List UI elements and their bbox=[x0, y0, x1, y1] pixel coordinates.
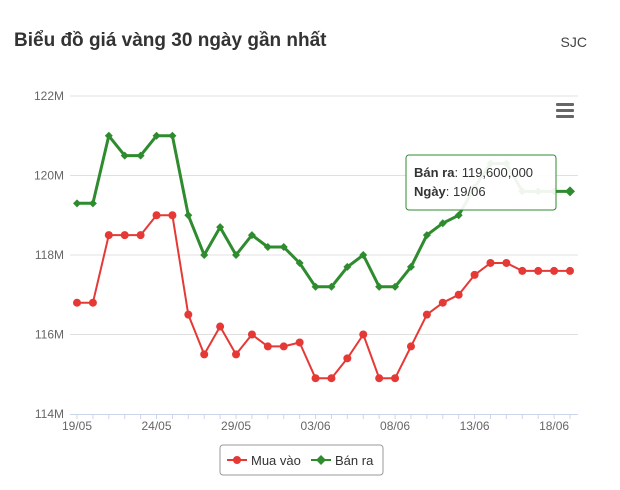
data-point-buy[interactable] bbox=[422, 310, 431, 319]
tooltip-series-value: 119,600,000 bbox=[462, 165, 533, 180]
data-point-sell[interactable] bbox=[359, 251, 368, 259]
tooltip: Bán ra: 119,600,000 Ngày: 19/06 bbox=[405, 154, 557, 211]
y-tick-label: 122M bbox=[34, 89, 64, 103]
x-tick-label: 24/05 bbox=[142, 419, 172, 433]
x-tick-label: 18/06 bbox=[539, 419, 569, 433]
data-point-buy[interactable] bbox=[343, 354, 352, 363]
data-point-buy[interactable] bbox=[73, 298, 81, 307]
y-tick-label: 114M bbox=[35, 407, 64, 421]
data-point-buy[interactable] bbox=[184, 310, 193, 319]
tooltip-sep-2: : bbox=[446, 184, 453, 199]
data-point-sell[interactable] bbox=[279, 243, 288, 252]
x-axis: 19/05 24/05 29/05 03/06 08/06 13/06 18/06 bbox=[62, 414, 578, 433]
legend-item-buy[interactable]: Mua vào bbox=[227, 453, 301, 468]
tooltip-box bbox=[405, 154, 557, 211]
data-point-buy[interactable] bbox=[247, 330, 256, 339]
legend-item-sell[interactable]: Bán ra bbox=[311, 453, 374, 468]
data-point-sell[interactable] bbox=[406, 262, 415, 271]
data-point-sell[interactable] bbox=[343, 262, 352, 271]
brand-label: SJC bbox=[560, 34, 587, 50]
data-point-buy[interactable] bbox=[279, 342, 288, 351]
y-tick-label: 118M bbox=[35, 248, 64, 262]
data-point-sell[interactable] bbox=[184, 211, 193, 220]
data-point-buy[interactable] bbox=[438, 298, 447, 307]
legend-sell-marker bbox=[316, 455, 326, 465]
data-point-buy[interactable] bbox=[454, 290, 463, 299]
data-point-sell[interactable] bbox=[88, 199, 97, 208]
data-point-buy[interactable] bbox=[486, 258, 495, 267]
data-point-sell[interactable] bbox=[168, 131, 177, 140]
data-point-buy[interactable] bbox=[263, 342, 272, 351]
data-point-buy[interactable] bbox=[136, 231, 145, 240]
data-point-buy[interactable] bbox=[327, 374, 336, 383]
chart-menu-button[interactable] bbox=[552, 98, 578, 122]
data-point-buy[interactable] bbox=[534, 266, 543, 275]
data-point-sell[interactable] bbox=[232, 251, 241, 259]
tooltip-line-1: Bán ra: 119,600,000 bbox=[414, 165, 533, 180]
data-point-buy[interactable] bbox=[88, 298, 97, 307]
data-point-sell[interactable] bbox=[311, 282, 320, 291]
data-point-sell[interactable] bbox=[136, 151, 145, 160]
tooltip-date-label: Ngày bbox=[414, 184, 447, 199]
y-tick-label: 116M bbox=[35, 328, 64, 342]
tooltip-series-label: Bán ra bbox=[414, 165, 455, 180]
data-point-sell[interactable] bbox=[327, 282, 336, 291]
data-point-buy[interactable] bbox=[168, 211, 177, 220]
data-point-sell[interactable] bbox=[375, 282, 384, 291]
data-point-buy[interactable] bbox=[566, 266, 574, 275]
x-tick-label: 13/06 bbox=[460, 419, 490, 433]
data-point-buy[interactable] bbox=[152, 211, 161, 220]
data-point-sell[interactable] bbox=[104, 131, 113, 140]
data-point-sell[interactable] bbox=[200, 251, 209, 259]
data-point-buy[interactable] bbox=[502, 258, 511, 267]
legend-sell-label: Bán ra bbox=[335, 453, 374, 468]
x-tick-label: 08/06 bbox=[380, 419, 410, 433]
data-point-sell[interactable] bbox=[247, 231, 256, 240]
x-tick-label: 19/05 bbox=[62, 419, 92, 433]
data-point-buy[interactable] bbox=[200, 350, 209, 359]
tooltip-line-2: Ngày: 19/06 bbox=[414, 184, 486, 199]
data-point-buy[interactable] bbox=[518, 266, 527, 275]
legend-box bbox=[219, 444, 384, 476]
data-point-sell[interactable] bbox=[295, 258, 304, 267]
data-point-buy[interactable] bbox=[311, 374, 320, 383]
y-tick-label: 120M bbox=[34, 169, 64, 183]
data-point-sell[interactable] bbox=[263, 243, 272, 252]
data-point-sell[interactable] bbox=[73, 199, 81, 208]
data-point-buy[interactable] bbox=[359, 330, 368, 339]
data-point-sell[interactable] bbox=[454, 211, 463, 220]
data-point-buy[interactable] bbox=[104, 231, 113, 240]
data-point-buy[interactable] bbox=[232, 350, 241, 359]
chart-title: Biểu đồ giá vàng 30 ngày gần nhất bbox=[14, 30, 327, 51]
y-axis: 114M 116M 118M 120M 122M bbox=[34, 89, 64, 421]
data-point-sell[interactable] bbox=[120, 151, 129, 160]
legend-buy-marker bbox=[233, 456, 241, 464]
data-point-buy[interactable] bbox=[406, 342, 415, 351]
grid-lines bbox=[70, 95, 578, 335]
data-point-buy[interactable] bbox=[216, 322, 225, 331]
legend: Mua vào Bán ra bbox=[219, 444, 384, 476]
hamburger-menu-icon bbox=[556, 103, 574, 118]
x-tick-label: 29/05 bbox=[221, 419, 251, 433]
data-point-buy[interactable] bbox=[295, 338, 304, 347]
tooltip-sep-1: : bbox=[454, 165, 461, 180]
data-point-sell[interactable] bbox=[565, 186, 575, 197]
tooltip-date-value: 19/06 bbox=[453, 184, 486, 199]
x-tick-label: 03/06 bbox=[301, 419, 331, 433]
data-point-sell[interactable] bbox=[422, 231, 431, 240]
data-point-buy[interactable] bbox=[470, 270, 479, 279]
data-point-buy[interactable] bbox=[550, 266, 559, 275]
data-point-buy[interactable] bbox=[391, 374, 400, 383]
data-point-sell[interactable] bbox=[438, 219, 447, 228]
data-point-buy[interactable] bbox=[375, 374, 384, 383]
data-point-sell[interactable] bbox=[152, 131, 161, 140]
data-point-sell[interactable] bbox=[216, 223, 225, 232]
legend-buy-label: Mua vào bbox=[251, 453, 301, 468]
data-point-buy[interactable] bbox=[120, 231, 129, 240]
series-line-buy bbox=[77, 214, 570, 380]
data-point-sell[interactable] bbox=[391, 282, 400, 291]
